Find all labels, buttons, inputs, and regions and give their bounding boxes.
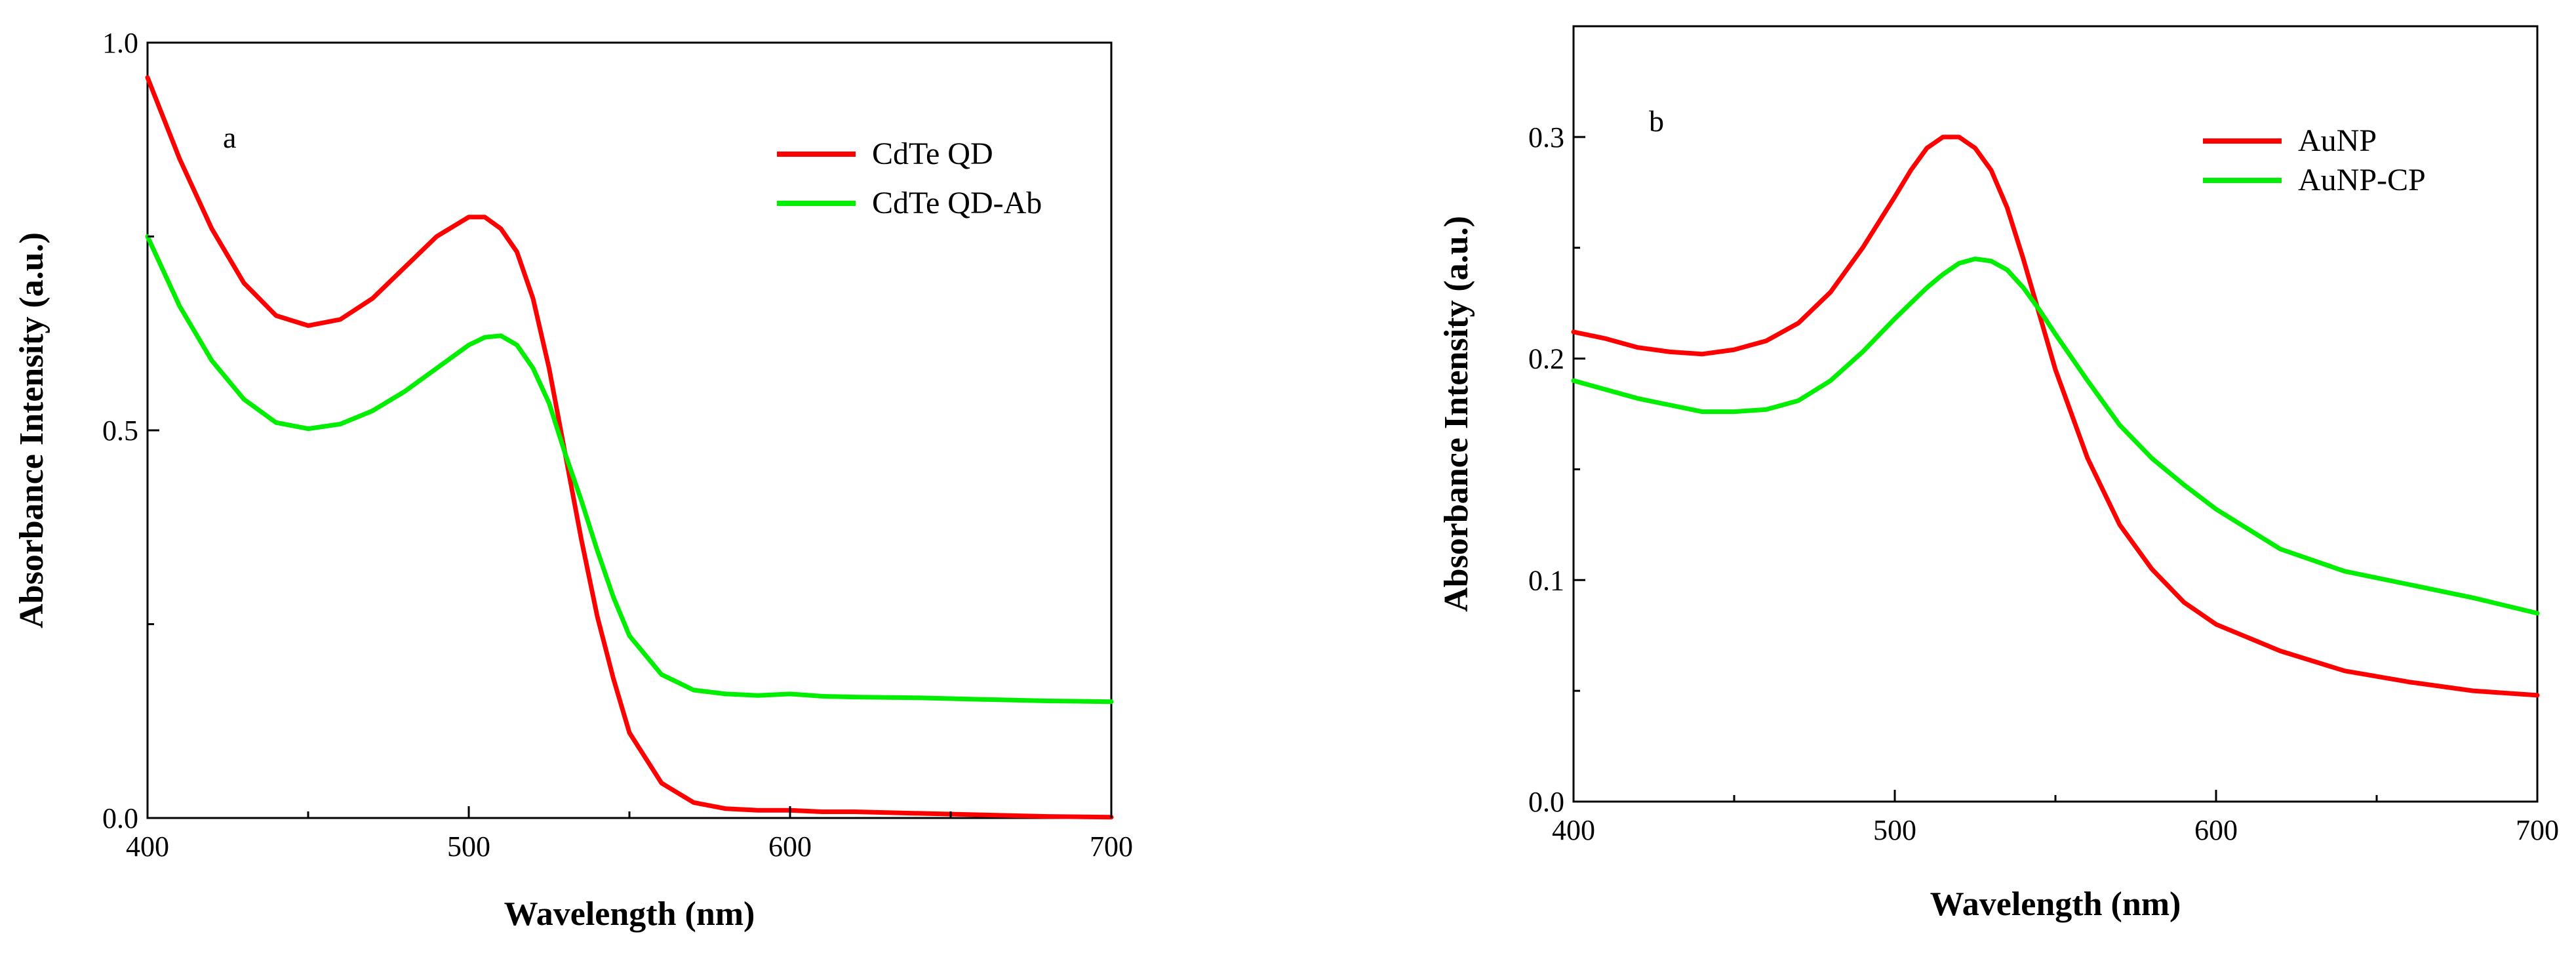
x-ticks-a: 400 500 600 700 — [126, 806, 1133, 863]
y-tick-label-b-2: 0.2 — [1528, 343, 1564, 375]
legend-a: CdTe QD CdTe QD-Ab — [777, 136, 1042, 220]
x-ticks-b: 400 500 600 700 — [1552, 790, 2559, 846]
y-axis-title-a: Absorbance Intensity (a.u.) — [13, 232, 50, 628]
legend-b: AuNP AuNP-CP — [2203, 123, 2426, 197]
y-tick-label-a-1: 0.5 — [102, 415, 138, 447]
series-line-aunp-cp — [1571, 256, 2540, 616]
series-group-a — [145, 75, 1114, 820]
series-line-aunp — [1571, 134, 2540, 698]
x-tick-label-b-700: 700 — [2516, 814, 2559, 846]
legend-label-cdte-qd: CdTe QD — [872, 136, 993, 171]
x-tick-label-b-400: 400 — [1552, 814, 1595, 846]
x-axis-title-a: Wavelength (nm) — [504, 895, 755, 933]
y-tick-label-a-0: 0.0 — [102, 802, 138, 834]
y-tick-label-a-2: 1.0 — [102, 27, 138, 59]
panel-label-a: a — [223, 121, 236, 154]
series-group-b — [1571, 134, 2540, 698]
x-tick-label-b-600: 600 — [2194, 814, 2238, 846]
y-ticks-b: 0.0 0.1 0.2 0.3 — [1528, 121, 1585, 818]
legend-label-aunp: AuNP — [2298, 123, 2377, 158]
y-ticks-a: 0.0 0.5 1.0 — [102, 27, 159, 834]
x-tick-label-b-500: 500 — [1873, 814, 1916, 846]
panel-b: 400 500 600 700 0.0 0.1 0.2 0.3 b Wavelength (… — [1438, 25, 2559, 923]
y-tick-label-b-3: 0.3 — [1528, 121, 1564, 153]
y-tick-label-b-0: 0.0 — [1528, 786, 1564, 818]
legend-label-cdte-qd-ab: CdTe QD-Ab — [872, 186, 1042, 220]
x-tick-label-a-500: 500 — [447, 830, 490, 863]
series-line-cdte-qd-ab — [145, 234, 1114, 705]
x-tick-label-a-700: 700 — [1090, 830, 1133, 863]
x-axis-title-b: Wavelength (nm) — [1930, 886, 2181, 923]
panel-label-b: b — [1649, 104, 1664, 138]
y-axis-title-b: Absorbance Intensity (a.u.) — [1438, 216, 1475, 612]
x-tick-label-a-600: 600 — [768, 830, 812, 863]
panel-a: 400 500 600 700 0.0 0.5 1.0 a Wavelength (nm)… — [13, 27, 1133, 933]
series-line-cdte-qd — [145, 75, 1114, 820]
legend-label-aunp-cp: AuNP-CP — [2298, 163, 2426, 197]
y-tick-label-b-1: 0.1 — [1528, 564, 1564, 596]
x-tick-label-a-400: 400 — [126, 830, 169, 863]
